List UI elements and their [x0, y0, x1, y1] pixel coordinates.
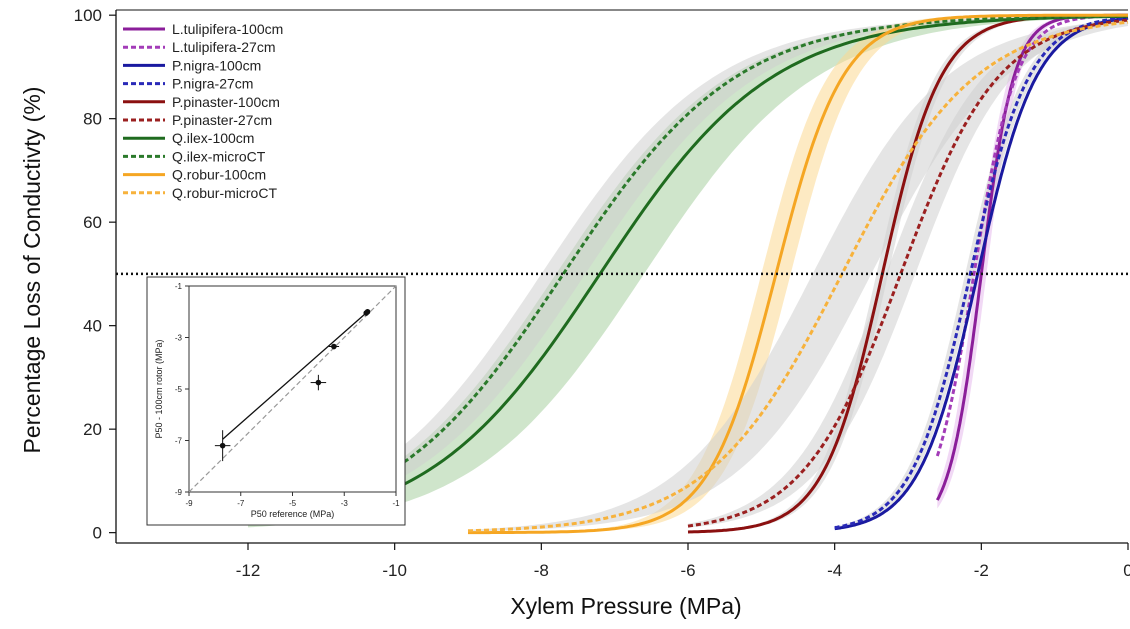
legend: L.tulipifera-100cm L.tulipifera-27cm P.nig… [123, 21, 283, 201]
inset-point [310, 374, 327, 391]
main-axes [115, 9, 1128, 544]
x-tick-label: -10 [382, 561, 407, 580]
inset-y-tick-label: -5 [175, 385, 183, 394]
legend-label: P.pinaster-27cm [172, 112, 272, 128]
legend-label: P.pinaster-100cm [172, 94, 280, 110]
inset-x-tick-label: -3 [341, 499, 349, 508]
legend-label: Q.ilex-100cm [172, 130, 254, 146]
curve-q-robur-100cm [468, 13, 1128, 535]
legend-label: Q.robur-microCT [172, 185, 277, 201]
legend-label: L.tulipifera-100cm [172, 21, 283, 37]
legend-item: Q.ilex-100cm [123, 130, 254, 146]
p50-inset-chart: -9 -7 -5 -3 -1 -9 -7 -5 -3 -1 P50 reference (MPa) P… [146, 276, 406, 526]
legend-item: L.tulipifera-27cm [123, 39, 276, 55]
y-tick-label: 0 [93, 524, 102, 543]
inset-y-tick-label: -1 [175, 282, 183, 291]
x-tick-label: -8 [534, 561, 549, 580]
inset-y-axis-title: P50 - 100cm rotor (MPa) [154, 339, 164, 438]
legend-item: P.pinaster-27cm [123, 112, 272, 128]
y-tick-label: 20 [83, 420, 102, 439]
inset-y-tick-label: -7 [175, 437, 183, 446]
inset-x-tick-label: -9 [185, 499, 193, 508]
inset-x-tick-label: -1 [392, 499, 400, 508]
y-tick-label: 80 [83, 110, 102, 129]
band-q-ilex-microct [248, 15, 1128, 523]
y-tick-label: 100 [74, 6, 102, 25]
x-tick-label: 0 [1123, 561, 1130, 580]
legend-item: Q.ilex-microCT [123, 148, 266, 164]
legend-item: Q.robur-100cm [123, 167, 266, 183]
inset-x-axis-title: P50 reference (MPa) [251, 509, 335, 519]
legend-label: Q.robur-100cm [172, 167, 266, 183]
legend-label: P.nigra-100cm [172, 57, 261, 73]
x-tick-label: -2 [974, 561, 989, 580]
inset-marker [315, 379, 322, 386]
legend-item: L.tulipifera-100cm [123, 21, 283, 37]
inset-point [214, 430, 231, 462]
legend-item: P.nigra-100cm [123, 57, 261, 73]
inset-point [364, 308, 371, 315]
curve-p-nigra-100cm [834, 16, 1129, 531]
curve-p-pinaster-27cm [687, 18, 1129, 528]
curve-p-nigra-27cm [834, 16, 1129, 530]
main-ticks: -12 -10 -8 -6 -4 -2 0 0 20 40 60 80 100 [74, 6, 1130, 580]
inset-marker [219, 442, 226, 449]
legend-item: P.pinaster-100cm [123, 94, 280, 110]
x-axis-title: Xylem Pressure (MPa) [510, 593, 741, 619]
x-tick-label: -6 [680, 561, 695, 580]
inset-y-tick-label: -9 [175, 488, 183, 497]
inset-y-tick-label: -3 [175, 334, 183, 343]
legend-item: P.nigra-27cm [123, 76, 253, 92]
x-tick-label: -4 [827, 561, 842, 580]
inset-marker [364, 308, 371, 315]
inset-x-tick-label: -5 [289, 499, 297, 508]
legend-item: Q.robur-microCT [123, 185, 277, 201]
inset-point [328, 343, 340, 350]
inset-identity-line [188, 285, 397, 493]
inset-x-tick-label: -7 [237, 499, 245, 508]
y-tick-label: 60 [83, 213, 102, 232]
y-axis-title: Percentage Loss of Conductivty (%) [19, 87, 45, 454]
legend-label: L.tulipifera-27cm [172, 39, 276, 55]
inset-frame [146, 276, 406, 526]
legend-label: P.nigra-27cm [172, 76, 253, 92]
y-tick-label: 40 [83, 317, 102, 336]
legend-label: Q.ilex-microCT [172, 148, 266, 164]
inset-marker [331, 343, 337, 350]
band-l-tulipifera-100cm [937, 15, 1128, 509]
x-tick-label: -12 [236, 561, 261, 580]
inset-fit-line [222, 311, 368, 440]
